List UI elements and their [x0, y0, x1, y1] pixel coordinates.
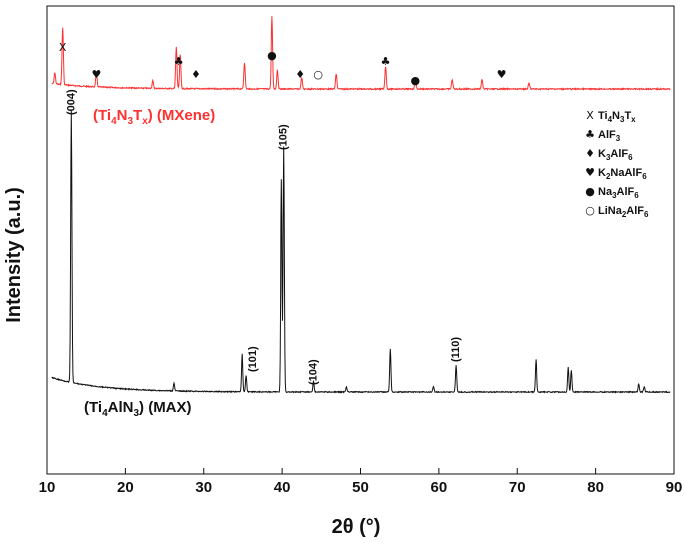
- legend-symbol: ♦: [585, 147, 595, 160]
- legend-label-part: Ti: [598, 110, 608, 122]
- legend-label-part: Na: [598, 186, 613, 198]
- phase-marker: X: [59, 41, 67, 54]
- legend-label-part: NaAlF: [610, 167, 642, 179]
- legend-label-part: AlF: [610, 148, 628, 160]
- max-line: [51, 110, 671, 394]
- mxene-line: [51, 16, 671, 92]
- y-axis-title: Intensity (a.u.): [3, 187, 25, 323]
- mxene-label-part: N: [117, 107, 128, 124]
- mxene-label-part: x: [142, 116, 148, 127]
- max-label: (Ti4AlN3) (MAX): [84, 399, 192, 419]
- max-label-part: (Ti: [84, 399, 102, 416]
- max-label-part: 4: [102, 408, 108, 419]
- legend-label: K2NaAlF6: [598, 167, 647, 181]
- phase-marker: ♥: [497, 68, 507, 81]
- legend-label-part: 3: [612, 191, 617, 200]
- legend-label-part: N: [612, 110, 620, 122]
- max-label-part: ) (MAX): [139, 399, 192, 416]
- legend-label-part: LiNa: [598, 205, 623, 217]
- phase-marker: ●: [411, 74, 421, 87]
- phase-marker: ♣: [381, 55, 391, 68]
- peak-label: (004): [65, 89, 77, 115]
- x-tick-label: 70: [509, 479, 526, 496]
- phase-marker: ♣: [174, 55, 184, 68]
- phase-marker: ○: [313, 68, 323, 81]
- mxene-label-part: 4: [111, 116, 117, 127]
- peak-label: (105): [278, 124, 290, 150]
- legend-label-part: AlF: [617, 186, 635, 198]
- x-axis-ticks: 10 20 30 40 50 60 70 80 90: [39, 468, 683, 496]
- legend-symbol: ○: [585, 204, 595, 217]
- legend-label-part: 6: [628, 153, 633, 162]
- peak-label: (110): [450, 337, 462, 362]
- legend-symbol: ●: [585, 185, 595, 198]
- legend-label-part: 3: [620, 115, 625, 124]
- legend-label-part: T: [624, 110, 631, 122]
- max-label-part: AlN: [108, 399, 134, 416]
- mxene-label-part: ) (MXene): [148, 107, 216, 124]
- annotations: X♥♣♦●♦ ○♣● ♥(004)(105)(101)(104)(110)(Ti4N…: [59, 41, 507, 419]
- x-tick-label: 80: [587, 479, 604, 496]
- phase-marker: ♦: [295, 68, 305, 81]
- legend-symbol: ♥: [585, 166, 595, 179]
- mxene-label-part: T: [133, 107, 142, 124]
- legend-label-part: K: [598, 148, 606, 160]
- legend-label-part: 3: [616, 134, 621, 143]
- legend-label-part: 6: [642, 172, 647, 181]
- legend-label-part: 6: [644, 210, 649, 219]
- legend-label-part: 2: [622, 210, 627, 219]
- phase-marker: ♦: [191, 68, 201, 81]
- legend-symbol: ♣: [585, 128, 595, 141]
- x-axis-title: 2θ (°): [332, 516, 381, 538]
- x-tick-label: 30: [195, 479, 212, 496]
- x-tick-label: 50: [352, 479, 369, 496]
- legend-label: AlF3: [598, 129, 621, 143]
- series-max: [51, 110, 671, 394]
- legend-label-part: 3: [606, 153, 611, 162]
- legend-label: Na3AlF6: [598, 186, 639, 200]
- phase-marker: ♥: [91, 68, 101, 81]
- legend-label-part: x: [631, 115, 636, 124]
- x-tick-label: 10: [39, 479, 56, 496]
- legend-label-part: AlF: [626, 205, 644, 217]
- mxene-label-part: 3: [127, 116, 133, 127]
- mxene-label-part: (Ti: [93, 107, 111, 124]
- series-mxene: [51, 16, 671, 92]
- legend-label: Ti4N3Tx: [598, 110, 636, 124]
- phase-marker: ●: [267, 49, 277, 62]
- legend-label-part: 2: [606, 172, 611, 181]
- peak-label: (104): [307, 359, 319, 385]
- peak-label: (101): [247, 346, 259, 372]
- x-tick-label: 40: [274, 479, 291, 496]
- x-tick-label: 90: [666, 479, 683, 496]
- legend-label-part: 4: [608, 115, 613, 124]
- mxene-label: (Ti4N3Tx) (MXene): [93, 107, 215, 127]
- legend-label-part: 6: [634, 191, 639, 200]
- legend-label: LiNa2AlF6: [598, 205, 649, 219]
- max-label-part: 3: [133, 408, 139, 419]
- legend-symbol: X: [586, 109, 594, 122]
- legend-label: K3AlF6: [598, 148, 633, 162]
- legend: X Ti4N3Tx♣ AlF3♦ K3AlF6♥ K2NaAlF6● Na3AlF6○ Li…: [585, 109, 649, 219]
- x-tick-label: 60: [431, 479, 448, 496]
- x-tick-label: 20: [117, 479, 134, 496]
- legend-label-part: AlF: [598, 129, 616, 141]
- legend-label-part: K: [598, 167, 606, 179]
